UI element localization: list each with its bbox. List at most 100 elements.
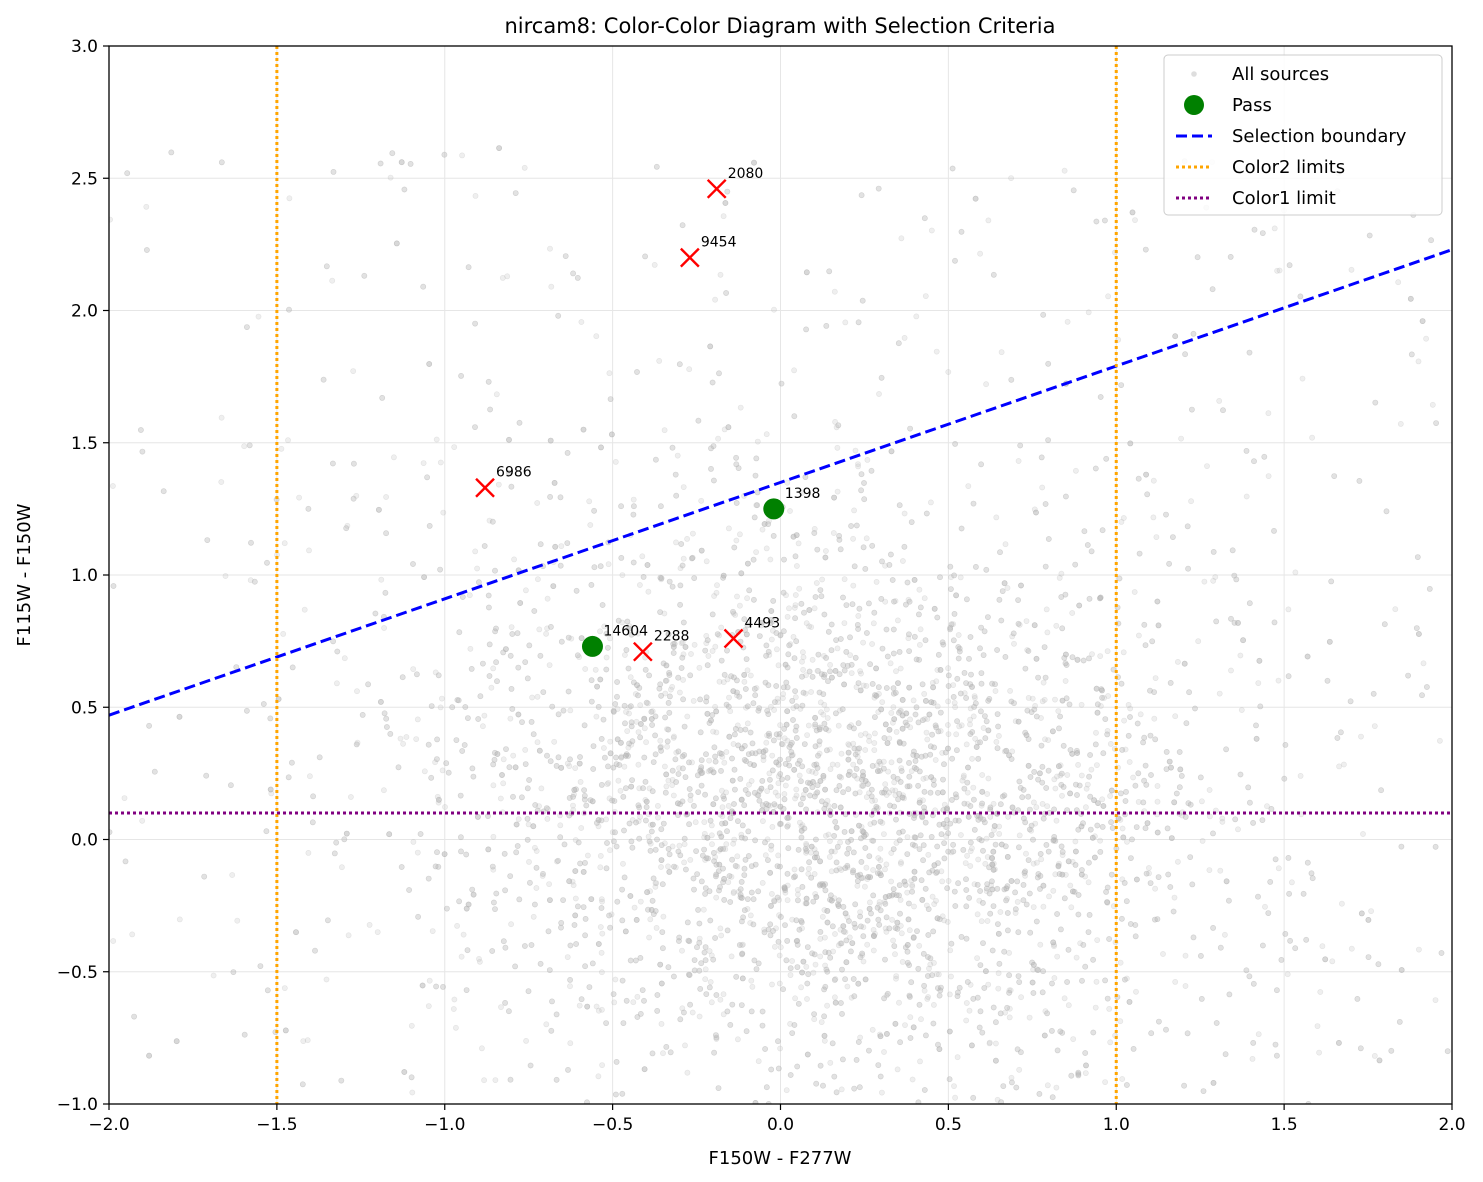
background-source-point xyxy=(1042,501,1049,507)
background-source-point xyxy=(1026,890,1033,897)
background-source-point xyxy=(610,991,617,997)
background-source-point xyxy=(381,625,387,631)
background-source-point xyxy=(845,786,852,793)
background-source-point xyxy=(934,614,941,621)
background-source-point xyxy=(676,361,683,368)
background-source-point xyxy=(1097,394,1104,400)
background-source-point xyxy=(824,1002,830,1009)
background-source-point xyxy=(983,566,990,573)
background-source-point xyxy=(1104,728,1111,734)
background-source-point xyxy=(853,1057,860,1063)
background-source-point xyxy=(812,721,819,728)
background-source-point xyxy=(453,737,460,743)
background-source-point xyxy=(866,733,872,740)
background-source-point xyxy=(498,1004,504,1010)
background-source-point xyxy=(403,734,410,740)
background-source-point xyxy=(264,987,271,994)
background-source-point xyxy=(970,995,977,1002)
background-source-point xyxy=(1090,956,1096,963)
background-source-point xyxy=(425,741,432,748)
background-source-point xyxy=(851,745,858,752)
background-source-point xyxy=(921,804,927,811)
background-source-point xyxy=(341,655,348,662)
background-source-point xyxy=(753,549,759,555)
background-source-point xyxy=(660,945,666,952)
background-source-point xyxy=(931,1002,937,1008)
background-source-point xyxy=(690,875,697,882)
background-source-point xyxy=(623,785,629,792)
background-source-point xyxy=(846,918,852,924)
background-source-point xyxy=(890,650,897,657)
background-source-point xyxy=(850,582,857,589)
background-source-point xyxy=(817,699,824,706)
background-source-point xyxy=(637,1011,644,1017)
background-source-point xyxy=(927,961,934,968)
background-source-point xyxy=(1016,778,1023,785)
background-source-point xyxy=(838,1086,845,1093)
background-source-point xyxy=(437,704,444,711)
background-source-point xyxy=(489,863,496,870)
background-source-point xyxy=(577,779,584,785)
background-source-point xyxy=(765,711,772,717)
background-source-point xyxy=(530,913,537,920)
background-source-point xyxy=(799,822,806,829)
background-source-point xyxy=(653,456,659,463)
background-source-point xyxy=(991,827,997,833)
background-source-point xyxy=(722,846,729,853)
background-source-point xyxy=(601,745,607,751)
background-source-point xyxy=(852,901,859,908)
background-source-point xyxy=(1166,560,1172,567)
background-source-point xyxy=(870,837,877,844)
background-source-point xyxy=(1020,882,1027,888)
background-source-point xyxy=(957,574,964,581)
background-source-point xyxy=(783,1087,790,1094)
background-source-point xyxy=(304,1037,311,1044)
background-source-point xyxy=(828,848,835,855)
background-source-point xyxy=(680,484,687,490)
background-source-point xyxy=(1175,858,1181,865)
background-source-point xyxy=(576,654,582,660)
background-source-point xyxy=(1023,618,1030,624)
background-source-point xyxy=(586,984,593,990)
background-source-point xyxy=(899,959,906,965)
background-source-point xyxy=(361,272,368,279)
background-source-point xyxy=(862,730,869,737)
background-source-point xyxy=(1052,785,1059,792)
background-source-point xyxy=(669,767,676,774)
background-source-point xyxy=(323,263,330,270)
background-source-point xyxy=(979,1029,986,1036)
background-source-point xyxy=(624,728,631,734)
background-source-point xyxy=(605,644,611,651)
background-source-point xyxy=(549,998,555,1005)
background-source-point xyxy=(621,827,627,834)
background-source-point xyxy=(857,1034,863,1041)
background-source-point xyxy=(921,215,928,222)
background-source-point xyxy=(856,605,863,612)
background-source-point xyxy=(1378,787,1384,794)
background-source-point xyxy=(709,611,716,618)
background-source-point xyxy=(490,665,497,672)
background-source-point xyxy=(930,928,937,935)
background-source-point xyxy=(805,870,812,877)
background-source-point xyxy=(808,689,814,695)
background-source-point xyxy=(742,856,749,863)
background-source-point xyxy=(708,822,715,829)
background-source-point xyxy=(1074,657,1081,663)
background-source-point xyxy=(791,1022,798,1028)
background-source-point xyxy=(848,722,854,729)
background-source-point xyxy=(1274,1052,1280,1059)
background-source-point xyxy=(1368,908,1374,914)
background-source-point xyxy=(832,994,838,1001)
background-source-point xyxy=(934,843,941,850)
background-source-point xyxy=(916,942,923,949)
background-source-point xyxy=(1118,519,1125,525)
background-source-point xyxy=(1055,863,1062,870)
background-source-point xyxy=(129,931,136,938)
background-source-point xyxy=(841,667,848,674)
background-source-point xyxy=(1104,731,1111,738)
background-source-point xyxy=(886,925,893,932)
background-source-point xyxy=(524,815,531,822)
background-source-point xyxy=(850,761,857,768)
background-source-point xyxy=(479,660,486,667)
background-source-point xyxy=(1040,815,1047,822)
